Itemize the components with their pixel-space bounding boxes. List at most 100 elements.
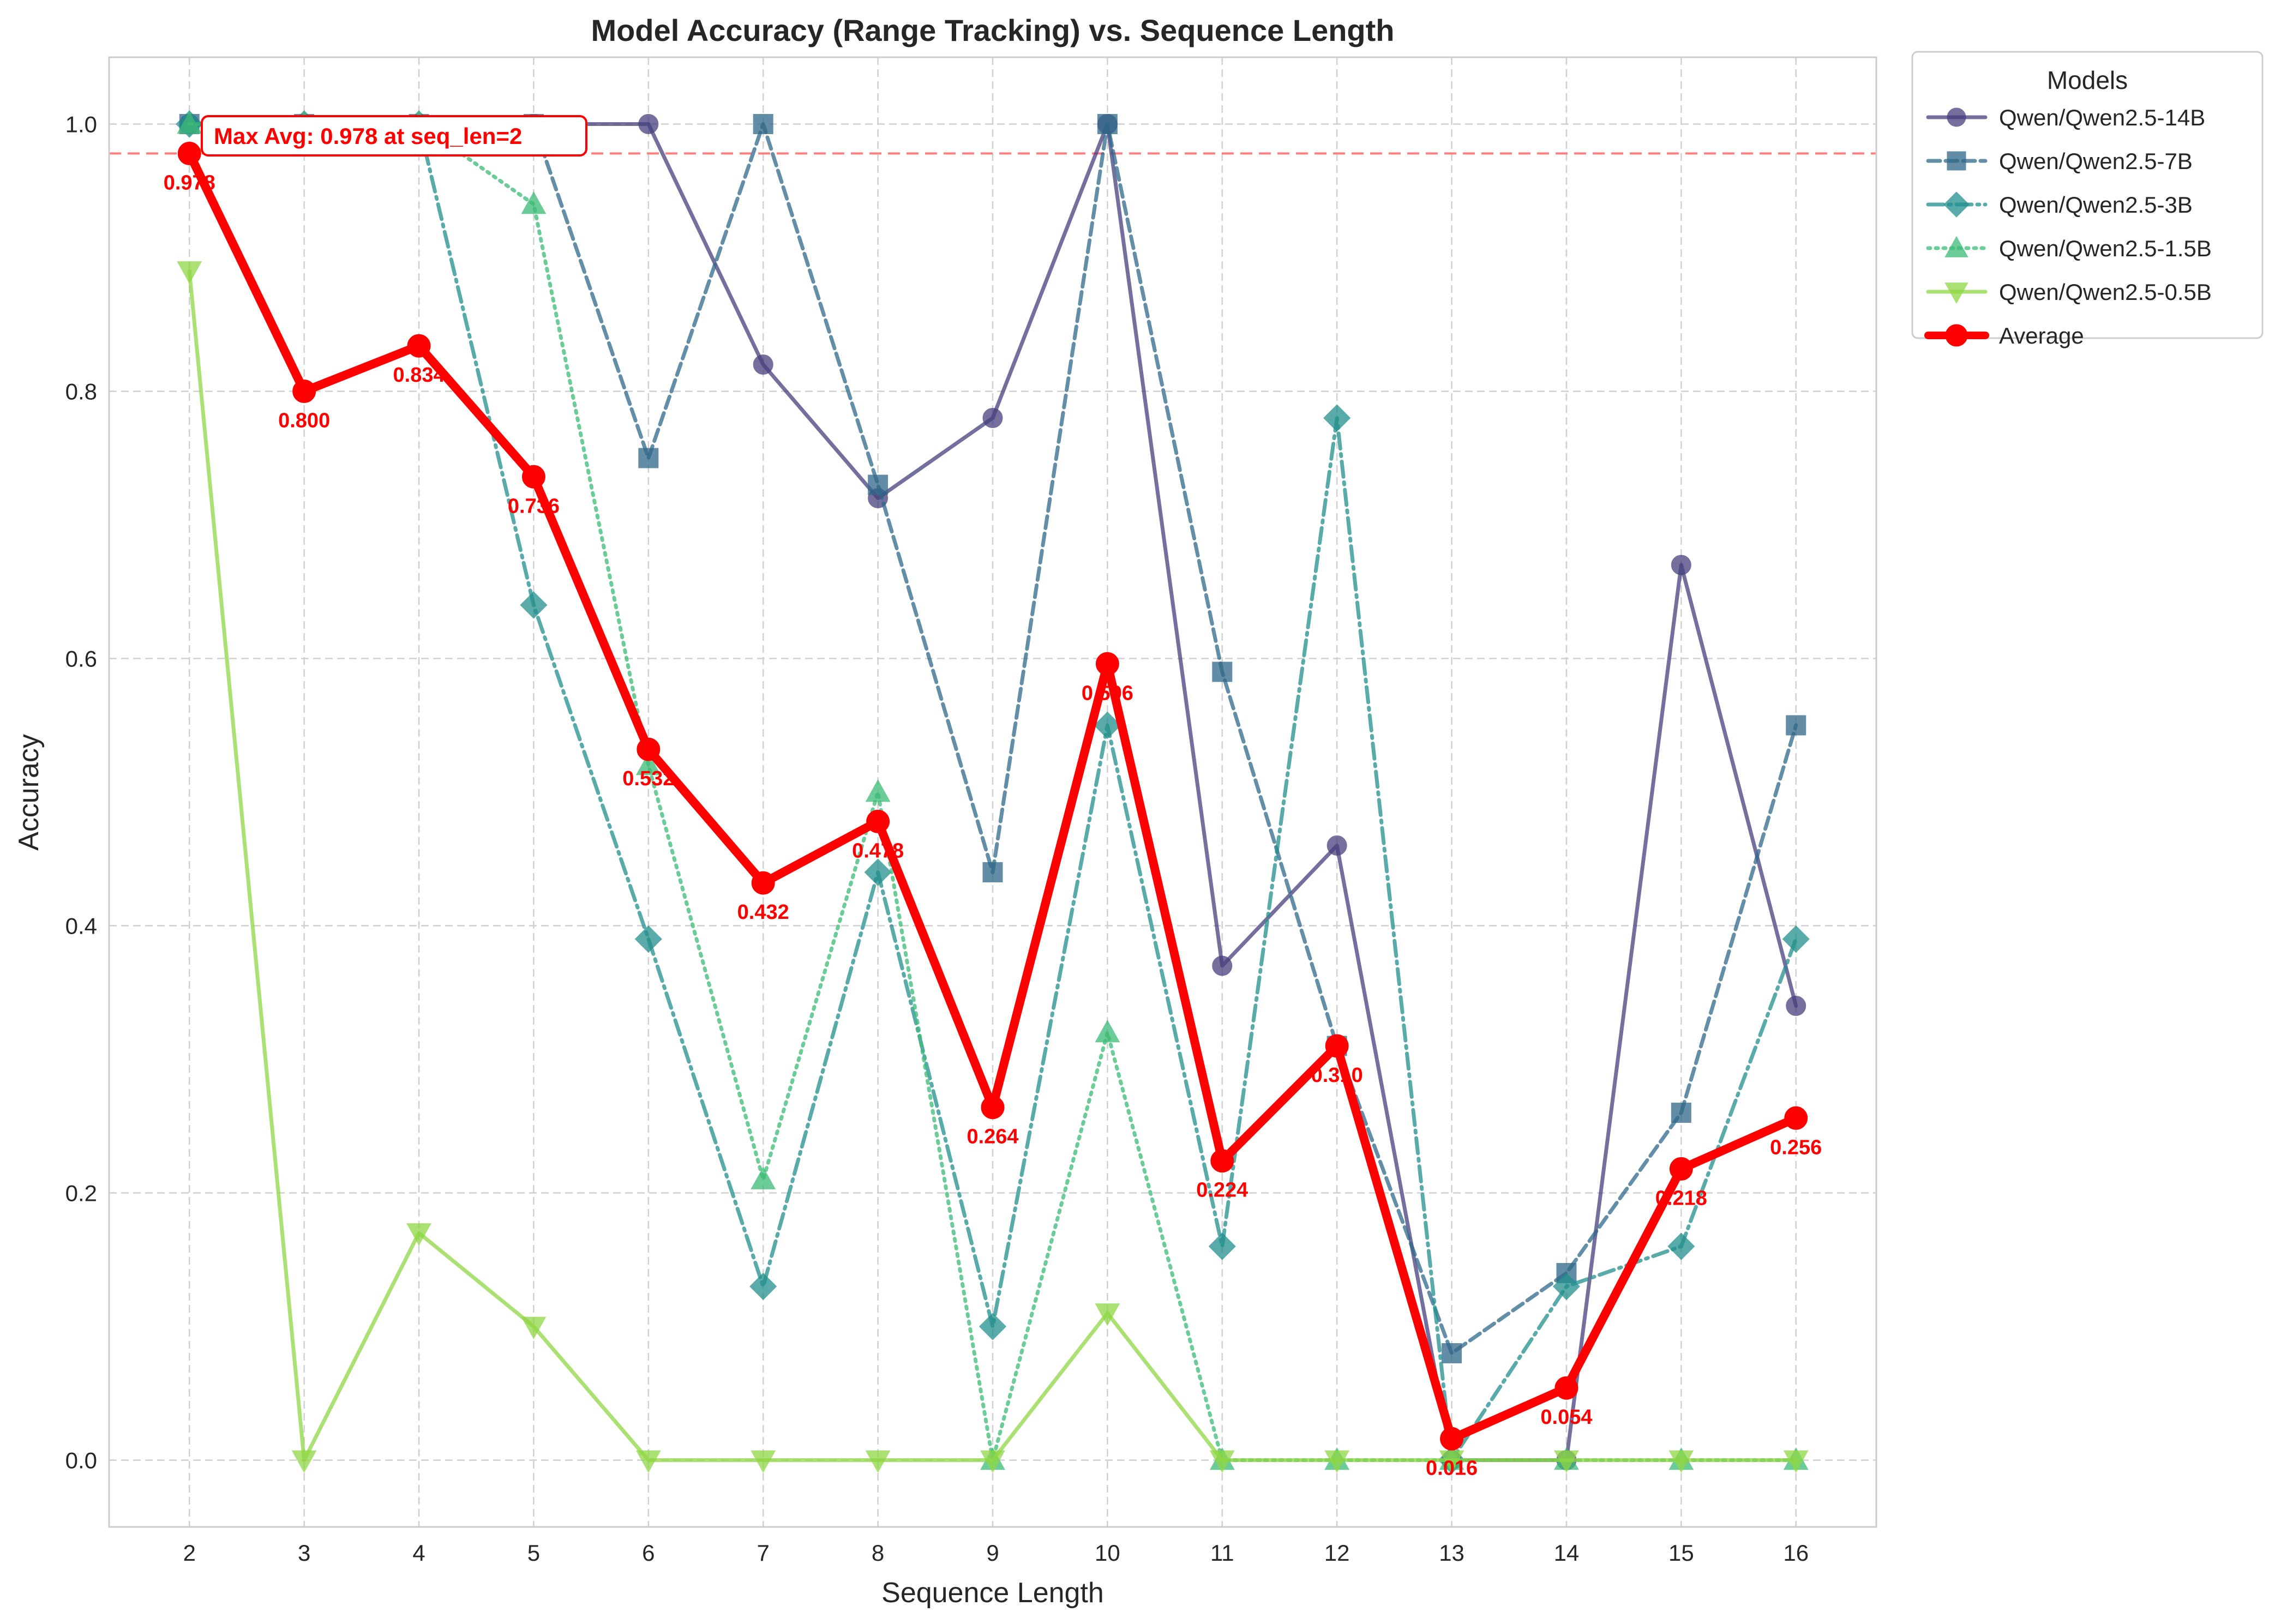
average-value-label: 0.532	[622, 767, 674, 790]
x-tick-label: 13	[1439, 1540, 1464, 1566]
x-tick-label: 14	[1554, 1540, 1580, 1566]
data-point	[291, 1450, 317, 1473]
data-point	[635, 753, 661, 775]
x-tick-label: 2	[183, 1540, 196, 1566]
average-value-label: 0.478	[852, 839, 904, 862]
data-point	[1323, 404, 1351, 432]
average-value-label: 0.256	[1770, 1136, 1822, 1159]
annotation-layer: Max Avg: 0.978 at seq_len=2	[201, 115, 587, 157]
data-point	[982, 862, 1003, 882]
legend-marker	[1947, 107, 1966, 127]
data-point	[1668, 1450, 1694, 1473]
y-tick-label: 0.0	[65, 1448, 97, 1473]
average-value-label: 0.432	[737, 901, 789, 924]
data-point	[1208, 1232, 1236, 1260]
legend-marker	[1943, 191, 1970, 218]
x-tick-label: 8	[872, 1540, 884, 1566]
x-tick-label: 3	[298, 1540, 310, 1566]
series-qwen-qwen2-5-0-5b	[177, 261, 1809, 1473]
data-point	[1782, 925, 1810, 953]
y-axis-label: Accuracy	[13, 734, 45, 851]
data-point	[1095, 1020, 1120, 1043]
data-point	[406, 1223, 432, 1246]
data-point	[177, 261, 202, 284]
data-point	[177, 141, 201, 165]
legend-marker	[1947, 151, 1966, 171]
legend-item: Qwen/Qwen2.5-14B	[1926, 105, 2205, 130]
legend-label: Qwen/Qwen2.5-0.5B	[1999, 279, 2212, 305]
data-point	[1094, 711, 1121, 739]
legend-item: Qwen/Qwen2.5-0.5B	[1926, 279, 2212, 305]
legend-label: Qwen/Qwen2.5-1.5B	[1999, 236, 2212, 261]
y-tick-label: 1.0	[65, 112, 97, 137]
data-point	[753, 114, 773, 134]
data-point	[1554, 1376, 1578, 1400]
data-point	[979, 1313, 1007, 1340]
legend-marker	[1945, 324, 1968, 347]
x-axis-label: Sequence Length	[881, 1577, 1104, 1609]
plot-frame	[108, 56, 1877, 1528]
x-tick-label: 7	[757, 1540, 770, 1566]
average-value-label: 0.310	[1311, 1064, 1363, 1087]
data-point	[1442, 1343, 1462, 1363]
data-point	[1786, 996, 1806, 1016]
x-tick-label: 10	[1095, 1540, 1120, 1566]
data-point	[1325, 1034, 1349, 1058]
data-point	[1552, 1272, 1581, 1301]
legend-marker	[1944, 236, 1968, 257]
x-tick-label: 6	[642, 1540, 655, 1566]
data-point	[1786, 715, 1806, 736]
legend-title: Models	[2047, 66, 2128, 94]
data-point	[1097, 114, 1118, 134]
legend-item: Qwen/Qwen2.5-7B	[1926, 148, 2193, 174]
x-tick-label: 5	[527, 1540, 540, 1566]
average-value-label: 0.264	[967, 1126, 1018, 1148]
legend-frame	[1911, 51, 2264, 339]
average-value-label: 0.834	[393, 364, 445, 387]
y-tick-label: 0.8	[65, 379, 97, 405]
legend-item: Qwen/Qwen2.5-3B	[1926, 191, 2193, 218]
y-tick-label: 0.4	[65, 913, 97, 939]
y-tick-label: 0.2	[65, 1181, 97, 1206]
data-point	[751, 871, 775, 895]
data-point	[521, 191, 547, 214]
y-tick-label: 0.6	[65, 646, 97, 672]
data-point	[1667, 1232, 1695, 1260]
x-tick-label: 16	[1783, 1540, 1809, 1566]
average-value-label: 0.224	[1196, 1179, 1248, 1202]
x-tick-label: 15	[1668, 1540, 1694, 1566]
data-point	[1553, 1450, 1579, 1473]
x-tick-label: 4	[412, 1540, 425, 1566]
legend-label: Qwen/Qwen2.5-3B	[1999, 192, 2193, 218]
data-point	[753, 354, 773, 375]
legend-item: Average	[1924, 323, 2084, 348]
data-point	[1783, 1450, 1809, 1473]
chart-title: Model Accuracy (Range Tracking) vs. Sequ…	[591, 13, 1395, 47]
x-tick-label: 9	[986, 1540, 999, 1566]
data-point	[868, 474, 889, 495]
data-point	[866, 809, 890, 833]
legend-label: Qwen/Qwen2.5-14B	[1999, 105, 2205, 130]
data-point	[751, 1166, 776, 1189]
data-point	[864, 858, 892, 886]
data-point	[865, 779, 891, 802]
average-value-label: 0.596	[1082, 682, 1133, 705]
data-point	[1210, 1149, 1234, 1173]
series-average	[177, 141, 1808, 1451]
average-value-label: 0.978	[164, 171, 215, 194]
data-point	[1212, 955, 1233, 976]
data-point	[1095, 652, 1119, 676]
legend-label: Qwen/Qwen2.5-7B	[1999, 148, 2193, 174]
data-point	[521, 465, 545, 489]
data-point	[634, 925, 662, 953]
tick-layer: 2 3 4 5 6 7 8 9 10 11 12 13 14 15 16 0.0 0.2 0.4 0.6 0.8 1.0	[65, 112, 1809, 1566]
data-point	[1671, 1103, 1691, 1123]
data-point	[1209, 1450, 1235, 1473]
average-value-label: 0.800	[278, 410, 330, 432]
data-point	[1212, 661, 1233, 682]
grid	[109, 57, 1876, 1527]
data-point	[520, 591, 548, 619]
data-point	[1439, 1450, 1464, 1473]
